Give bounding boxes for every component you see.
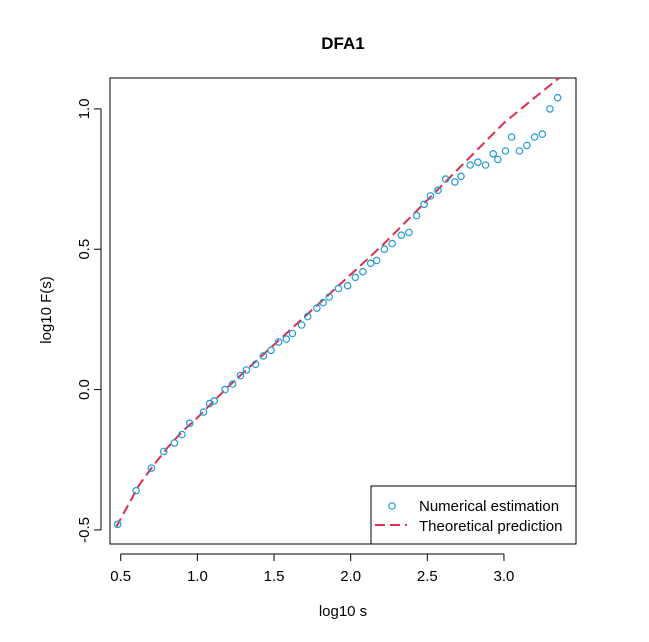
numerical-estimation-points (113, 93, 562, 529)
x-tick-label: 1.5 (264, 568, 285, 585)
data-point (481, 161, 490, 169)
theoretical-prediction-line (115, 77, 560, 528)
plot-area-frame (109, 77, 577, 545)
data-point (553, 93, 562, 102)
data-point (380, 245, 389, 254)
data-point (466, 161, 475, 169)
data-point (221, 385, 229, 394)
data-point (372, 256, 381, 265)
x-tick-label: 1.0 (187, 568, 208, 585)
data-point (405, 228, 413, 237)
data-point (489, 150, 498, 158)
chart-title: DFA1 (321, 34, 364, 53)
theoretical-prediction-path (115, 77, 560, 528)
x-tick-label: 2.0 (340, 568, 361, 585)
data-point (236, 371, 245, 380)
data-point (474, 158, 482, 167)
data-point (388, 239, 396, 248)
x-axis: 0.5 1.0 1.5 2.0 2.5 3.0 (110, 553, 515, 585)
data-point (274, 338, 283, 346)
data-point (501, 147, 510, 155)
y-tick-label: -0.5 (76, 517, 93, 543)
data-point (451, 178, 459, 186)
data-point (132, 486, 140, 495)
data-point (515, 147, 524, 155)
data-point (259, 352, 268, 360)
data-point (420, 200, 429, 209)
data-point (303, 312, 312, 321)
x-tick-label: 2.5 (417, 568, 438, 585)
legend-label-theoretical: Theoretical prediction (419, 518, 562, 535)
data-point (366, 259, 375, 268)
y-tick-label: 0.5 (76, 239, 93, 260)
data-point (359, 267, 367, 276)
data-point (170, 439, 179, 447)
data-point (251, 360, 260, 369)
data-point (412, 211, 421, 220)
data-point (267, 346, 275, 355)
data-point (228, 380, 237, 388)
y-tick-label: 0.0 (76, 379, 93, 400)
data-point (397, 231, 406, 240)
data-point (159, 447, 168, 456)
legend-label-numerical: Numerical estimation (419, 498, 559, 515)
legend: Numerical estimation Theoretical predict… (370, 485, 577, 545)
data-point (313, 304, 321, 313)
data-point (426, 192, 435, 200)
data-point (210, 396, 219, 405)
data-point (343, 281, 352, 290)
data-point (242, 366, 251, 374)
data-point (351, 273, 360, 282)
data-point (297, 321, 306, 329)
data-point (530, 133, 539, 141)
x-axis-label: log10 s (319, 603, 367, 620)
x-tick-label: 0.5 (110, 568, 131, 585)
data-point (113, 520, 122, 529)
data-point (288, 329, 297, 338)
data-point (147, 464, 156, 473)
data-point (282, 335, 291, 343)
data-point (199, 408, 208, 416)
data-point (185, 419, 194, 428)
data-point (434, 186, 442, 195)
data-point (538, 130, 547, 138)
y-tick-label: 1.0 (76, 98, 93, 119)
legend-box (370, 485, 577, 545)
data-point (441, 175, 450, 183)
data-point (523, 141, 531, 150)
data-point (493, 155, 502, 164)
data-point (334, 284, 343, 293)
data-point (507, 133, 516, 141)
x-tick-label: 3.0 (494, 568, 515, 585)
data-point (178, 430, 186, 439)
data-point (319, 298, 327, 307)
y-axis: -0.5 0.0 0.5 1.0 (76, 98, 102, 543)
y-axis-label: log10 F(s) (38, 276, 55, 344)
data-point (546, 105, 554, 113)
data-point (325, 293, 334, 301)
data-point (457, 172, 465, 181)
legend-marker-points (388, 502, 396, 510)
